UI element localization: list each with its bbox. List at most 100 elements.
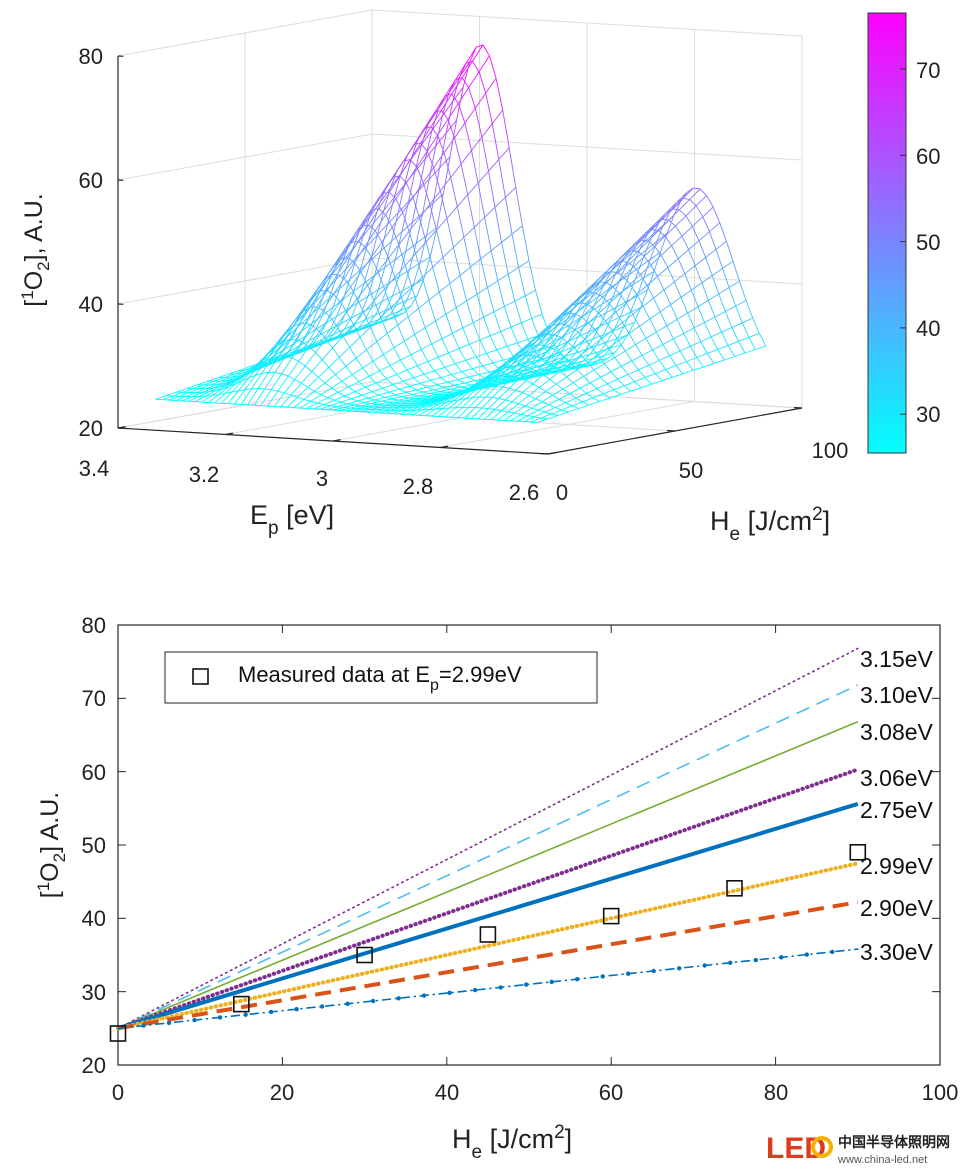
x-axis-label-3d: Ep [eV] [250,500,334,539]
mesh-line-he [494,207,503,243]
mesh-line-ep [480,250,492,260]
mesh-line-ep [422,404,434,411]
mesh-line-he [275,372,282,375]
mesh-line-ep [656,232,668,242]
mesh-line-he [604,363,612,373]
mesh-line-he [362,216,371,237]
colorbar-gradient [867,12,907,454]
mesh-line-he [523,373,530,377]
mesh-line-ep [392,290,404,297]
mesh-line-he [281,373,289,377]
mesh-line-he [706,353,715,364]
mesh-line-he [673,281,682,298]
mesh-line-he [489,55,497,79]
mesh-line-he [536,374,543,377]
mesh-line-ep [682,187,694,199]
mesh-line-he [362,323,370,330]
mesh-line-he [481,137,489,172]
x-tick-label: 3 [316,466,328,491]
mesh-line-he [435,115,443,146]
mesh-line-he [205,394,213,397]
mesh-line-ep [667,258,679,268]
mesh-line-he [424,327,433,345]
mesh-line-he [494,383,502,385]
mesh-line-he [318,376,326,384]
mesh-line-he [493,311,502,332]
y-tick-label: 50 [82,833,106,858]
mesh-line-he [636,277,645,297]
series-dot [600,974,605,979]
mesh-line-ep [456,194,469,207]
mesh-line-ep [477,408,489,420]
mesh-line-ep [399,159,411,177]
z-tick-labels: 20 40 60 80 [79,44,103,441]
mesh-line-he [663,289,672,305]
x-label-mid: [J/cm [482,1124,554,1154]
mesh-line-he [745,300,754,319]
mesh-line-ep [523,355,535,367]
mesh-line-he [426,404,434,407]
mesh-line-he [708,231,717,250]
mesh-line-ep [416,150,428,168]
mesh-line-he [668,219,676,227]
mesh-line-ep [363,406,374,410]
mesh-line-he [597,282,606,297]
mesh-line-he [429,393,437,395]
mesh-line-ep [461,61,473,78]
mesh-line-ep [383,347,395,355]
mesh-line-he [566,376,574,384]
mesh-line-he [441,110,449,120]
mesh-line-he [664,235,672,246]
mesh-line-ep [302,325,314,343]
mesh-line-he [251,368,259,371]
mesh-line-he [732,261,740,282]
mesh-line-ep [208,394,219,403]
mesh-line-he [670,304,678,320]
mesh-line-he [666,325,674,340]
mesh-line-ep [359,409,371,413]
mesh-line-he [549,378,557,385]
mesh-line-he [413,142,421,146]
mesh-line-he [360,405,368,407]
mesh-line-he [314,287,322,303]
mesh-line-he [447,381,455,386]
mesh-line-he [735,305,743,323]
mesh-line-he [592,397,600,402]
mesh-line-ep [564,329,575,336]
x-tick-label: 2.6 [509,480,540,505]
mesh-line-he [533,359,542,368]
mesh-line-he [287,324,295,337]
mesh-line-he [505,373,513,377]
mesh-line-ep [691,282,703,291]
mesh-line-he [725,241,734,262]
mesh-line-ep [194,395,206,403]
mesh-line-he [375,301,383,315]
mesh-line-he [272,360,280,363]
mesh-line-he [609,307,617,323]
mesh-line-he [680,297,689,314]
mesh-line-he [471,384,478,387]
mesh-line-he [543,369,551,372]
mesh-line-he [606,330,614,343]
mesh-line-ep [537,418,548,423]
mesh-line-he [263,354,271,363]
mesh-line-he [589,345,597,355]
mesh-line-ep [708,293,719,301]
z-axis-label: [1O2], A.U. [18,193,53,306]
mesh-line-he [232,378,240,383]
mesh-line-ep [397,316,409,326]
mesh-line-he [513,356,521,365]
mesh-line-he [647,240,655,247]
mesh-line-ep [652,224,664,235]
mesh-line-he [393,347,401,361]
mesh-line-he [689,199,697,207]
mesh-line-ep [507,403,519,413]
mesh-line-ep [405,389,417,393]
y-label-mid: [J/cm [740,506,812,536]
mesh-line-he [599,341,608,352]
mesh-line-ep [501,401,513,411]
mesh-line-he [623,312,631,327]
mesh-line-ep [358,375,370,382]
mesh-line-ep [199,384,211,390]
mesh-line-he [432,167,441,204]
